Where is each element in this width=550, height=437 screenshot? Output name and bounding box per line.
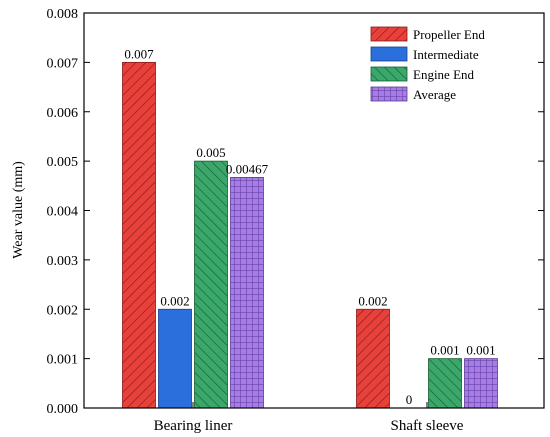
data-label: 0.005 [196,145,225,160]
legend-label: Average [413,87,456,102]
bar [464,358,498,409]
y-tick-label: 0.001 [47,353,79,368]
y-tick-label: 0.006 [47,106,79,121]
data-label: 0.001 [466,343,495,358]
data-label: 0 [406,392,413,407]
bar [428,358,462,409]
legend-label: Engine End [413,67,475,82]
y-tick-label: 0.003 [47,254,79,269]
y-ticks-layer: 0.000 0.001 0.002 0.003 0.004 0.005 0.006 0.007… [47,7,544,417]
y-tick-label: 0.008 [47,7,79,22]
y-tick-label: 0.007 [47,56,79,71]
bar [194,160,228,409]
category-label: Bearing liner [154,418,233,434]
legend-swatch [370,86,408,102]
bar [122,61,156,409]
x-categories-layer: Bearing liner Shaft sleeve [154,402,464,434]
data-label: 0.002 [358,293,387,308]
data-label: 0.007 [124,46,154,61]
legend-swatch [370,26,408,42]
y-tick-label: 0.004 [47,205,79,220]
data-label: 0.00467 [226,161,269,176]
data-label: 0.002 [160,293,189,308]
category-label: Shaft sleeve [391,418,464,434]
y-axis-label: Wear value (mm) [11,161,26,259]
legend-swatch [370,46,408,62]
bar [230,177,264,409]
legend-label: Intermediate [413,47,479,62]
bar [158,308,192,409]
legend: Propeller End Intermediate Engine End Avera… [370,26,485,102]
legend-label: Propeller End [413,27,485,42]
y-tick-label: 0.005 [47,155,79,170]
y-tick-label: 0.002 [47,303,79,318]
bar [356,308,390,409]
bars-layer [122,61,498,409]
legend-swatch [370,66,408,82]
y-tick-label: 0.000 [47,402,79,417]
data-label: 0.001 [430,343,459,358]
